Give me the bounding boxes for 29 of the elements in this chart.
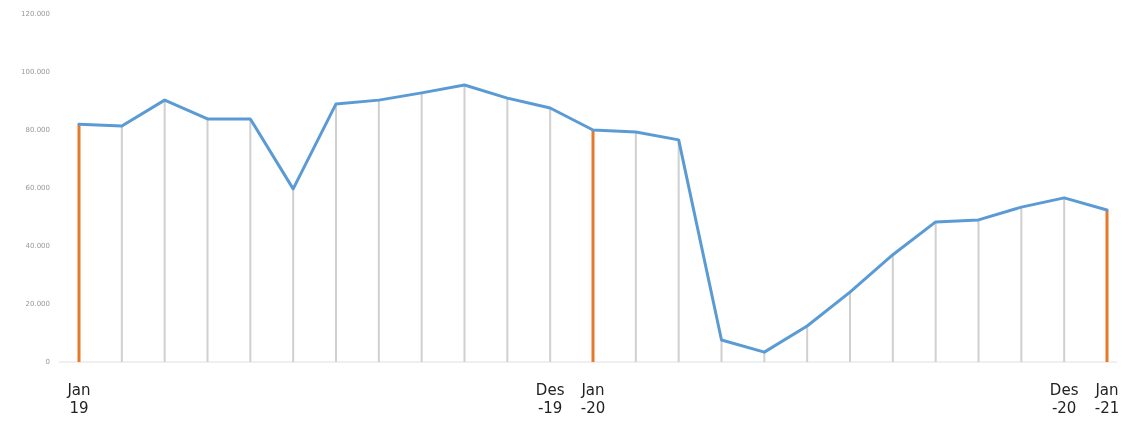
bar <box>377 100 380 362</box>
bar <box>891 254 894 362</box>
x-tick-label: Des -20 <box>1049 381 1079 417</box>
bar <box>806 326 809 362</box>
x-tick-label: Jan 19 <box>66 381 91 417</box>
bar <box>549 107 552 362</box>
bar <box>506 98 509 362</box>
bar <box>77 124 81 362</box>
x-tick-label: Des -19 <box>535 381 565 417</box>
x-tick-label: Jan -20 <box>580 381 606 417</box>
bar <box>634 132 637 362</box>
bar <box>420 92 423 362</box>
bar <box>1063 197 1066 362</box>
bar <box>934 221 937 362</box>
bar <box>1105 210 1109 362</box>
x-tick-label: Jan -21 <box>1094 381 1120 417</box>
bar <box>977 219 980 362</box>
line-series <box>77 83 1109 354</box>
bar <box>206 118 209 362</box>
bar <box>249 118 252 362</box>
bar <box>720 339 723 362</box>
bar <box>163 100 166 362</box>
bar <box>849 292 851 362</box>
bar <box>1020 207 1023 362</box>
bar <box>463 85 466 362</box>
bar <box>292 188 295 362</box>
bar <box>335 103 337 362</box>
bar <box>120 125 123 362</box>
bar <box>591 130 595 362</box>
